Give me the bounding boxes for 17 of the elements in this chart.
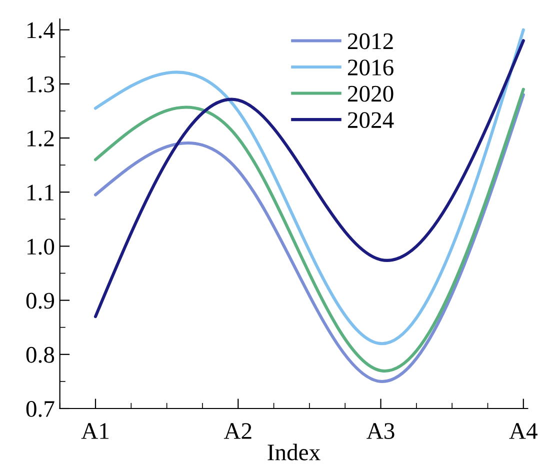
- x-tick-label: A3: [366, 423, 394, 440]
- y-tick-label: 0.7: [26, 400, 54, 418]
- x-tick-label: A4: [509, 423, 538, 439]
- legend-label: 2012: [348, 33, 393, 50]
- legend-label: 2016: [348, 60, 394, 76]
- y-tick-label: 1.1: [28, 184, 54, 201]
- y-tick-label: 0.9: [26, 292, 54, 309]
- x-axis-title: Index: [268, 444, 320, 460]
- legend-label: 2020: [348, 86, 394, 102]
- y-tick-label: 1.2: [28, 130, 54, 147]
- y-tick-label: 0.8: [26, 346, 54, 363]
- x-tick-label: A2: [224, 423, 252, 439]
- y-tick-label: 1.3: [28, 76, 54, 92]
- legend-label: 2024: [348, 112, 394, 128]
- x-tick-label: A1: [81, 423, 109, 439]
- y-tick-label: 1.4: [28, 22, 55, 38]
- y-tick-label: 1.0: [28, 238, 54, 255]
